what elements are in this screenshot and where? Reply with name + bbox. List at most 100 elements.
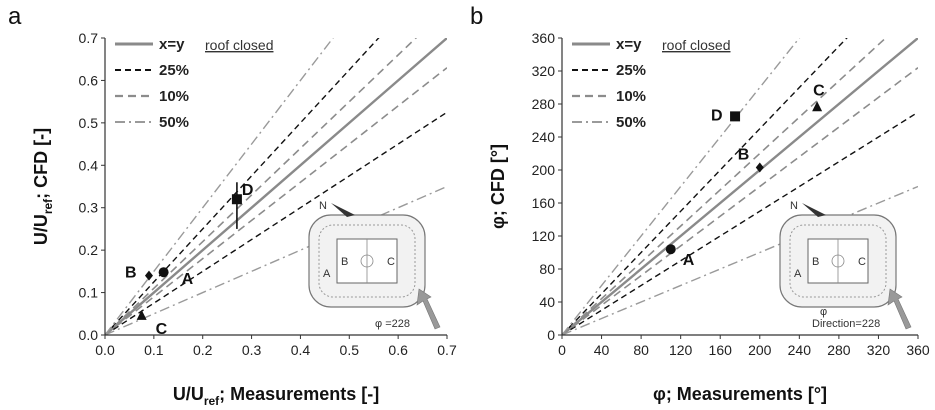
x-tick-label: 80 xyxy=(633,342,649,358)
y-tick-label: 200 xyxy=(532,162,556,178)
y-tick-label: 160 xyxy=(532,195,556,211)
x-tick-label: 0.4 xyxy=(291,342,311,358)
inset-section-b: B xyxy=(812,256,819,268)
y-tick-label: 40 xyxy=(539,294,555,310)
x-tick-label: 0.7 xyxy=(437,342,457,358)
ref-line-50pct-6 xyxy=(562,185,918,335)
x-tick-label: 0.3 xyxy=(242,342,262,358)
inset-section-c: C xyxy=(387,256,395,268)
pitch-circle xyxy=(360,254,374,268)
point-A-marker xyxy=(158,267,169,278)
panel-letter: b xyxy=(470,3,483,30)
y-tick-label: 0.7 xyxy=(79,30,99,46)
north-arrow-icon xyxy=(331,203,355,217)
ref-line-25pct-2 xyxy=(105,111,447,335)
legend-label: 10% xyxy=(159,88,189,105)
point-A-marker xyxy=(665,244,676,255)
y-tick-label: 120 xyxy=(532,228,556,244)
panel-a: a 0.0 0.1 0.2 0.3 0.4 0.5 0.6 0.7 0.0 0.1 0.2 0.3 0.4… xyxy=(8,3,457,408)
y-tick-label: 0.4 xyxy=(79,157,99,173)
x-tick-label: 0 xyxy=(558,342,566,358)
point-label-C: C xyxy=(813,82,825,99)
x-tick-label: 40 xyxy=(594,342,610,358)
data-points: A B C D xyxy=(665,82,825,269)
legend-label: x=y xyxy=(616,36,642,53)
legend-label: x=y xyxy=(159,36,185,53)
ref-line-10pct-4 xyxy=(562,67,918,335)
stadium-inset: B C A Nφ =228 xyxy=(308,200,441,330)
x-axis-label: U/Uref; Measurements [-] xyxy=(173,384,379,408)
ref-line-10pct-3 xyxy=(105,38,418,335)
inset-section-c: C xyxy=(858,256,866,268)
stadium-stands xyxy=(789,224,887,298)
roof-note: roof closed xyxy=(662,37,730,53)
legend-label: 10% xyxy=(616,88,646,105)
inset-phi: φ xyxy=(820,306,827,318)
x-tick-label: 280 xyxy=(827,342,851,358)
x-tick-label: 0.6 xyxy=(388,342,408,358)
ref-line-xeqy-0 xyxy=(562,38,918,335)
north-arrow-icon xyxy=(802,203,826,217)
inset-direction: φ =228 xyxy=(375,318,410,330)
y-tick-label: 80 xyxy=(539,261,555,277)
ref-line-10pct-4 xyxy=(105,67,447,335)
data-points: A B C D xyxy=(125,182,254,338)
x-tick-label: 160 xyxy=(709,342,733,358)
y-tick-label: 0.0 xyxy=(79,327,99,343)
x-tick-label: 0.5 xyxy=(340,342,360,358)
y-tick-label: 0.3 xyxy=(79,200,99,216)
ref-line-xeqy-0 xyxy=(105,38,447,335)
y-tick-label: 360 xyxy=(532,30,556,46)
legend-label: 25% xyxy=(616,62,646,79)
point-label-D: D xyxy=(711,107,723,124)
legend: x=y 25% 10% 50% xyxy=(572,36,646,131)
ref-line-50pct-6 xyxy=(105,185,447,335)
point-label-C: C xyxy=(156,321,168,338)
point-label-A: A xyxy=(683,252,695,269)
point-label-A: A xyxy=(182,271,194,288)
x-axis-label: φ; Measurements [°] xyxy=(653,384,827,404)
point-C-marker xyxy=(136,309,147,320)
ref-line-25pct-1 xyxy=(562,38,848,335)
stadium-stands xyxy=(318,224,416,298)
pitch-circle xyxy=(831,254,845,268)
ref-line-50pct-5 xyxy=(105,38,334,335)
y-tick-label: 0.5 xyxy=(79,115,99,131)
legend-label: 50% xyxy=(616,114,646,131)
point-B-marker xyxy=(755,162,764,173)
point-label-B: B xyxy=(738,147,750,164)
point-B-marker xyxy=(144,270,153,281)
inset-section-b: B xyxy=(341,256,348,268)
point-C-marker xyxy=(812,101,823,112)
panel-b: b 0 40 80 120 160 200 240 280 320 360 0 40 80 120 160 20… xyxy=(470,3,930,404)
y-tick-label: 0.6 xyxy=(79,72,99,88)
y-tick-label: 320 xyxy=(532,63,556,79)
legend-label: 25% xyxy=(159,62,189,79)
x-tick-label: 0.2 xyxy=(193,342,213,358)
y-tick-label: 0.1 xyxy=(79,285,99,301)
legend: x=y 25% 10% 50% xyxy=(115,36,189,131)
y-tick-label: 280 xyxy=(532,96,556,112)
wind-arrow-icon xyxy=(887,288,912,330)
legend-label: 50% xyxy=(159,114,189,131)
inset-section-a: A xyxy=(794,268,802,280)
x-tick-label: 320 xyxy=(867,342,891,358)
inset-section-a: A xyxy=(323,268,331,280)
north-label: N xyxy=(319,200,327,212)
y-axis-label: U/Uref; CFD [-] xyxy=(31,128,55,245)
x-tick-label: 0.0 xyxy=(95,342,115,358)
y-tick-label: 240 xyxy=(532,129,556,145)
north-label: N xyxy=(790,200,798,212)
inset-direction: Direction=228 xyxy=(812,318,880,330)
wind-arrow-icon xyxy=(416,288,441,330)
y-axis-label: φ; CFD [°] xyxy=(488,144,508,229)
x-tick-label: 360 xyxy=(906,342,930,358)
y-tick-label: 0.2 xyxy=(79,242,99,258)
ref-line-10pct-3 xyxy=(562,38,887,335)
x-tick-label: 0.1 xyxy=(144,342,164,358)
point-label-D: D xyxy=(242,182,254,199)
x-tick-label: 120 xyxy=(669,342,693,358)
x-tick-label: 240 xyxy=(788,342,812,358)
